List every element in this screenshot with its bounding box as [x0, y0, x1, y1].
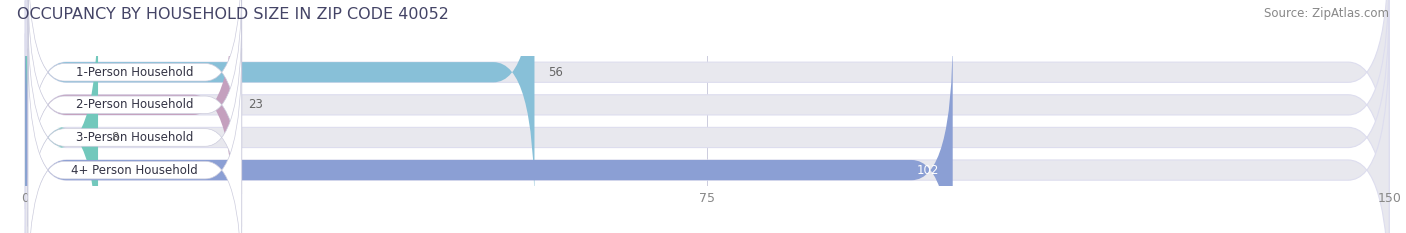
Text: 4+ Person Household: 4+ Person Household — [72, 164, 198, 177]
Text: 1-Person Household: 1-Person Household — [76, 66, 194, 79]
FancyBboxPatch shape — [25, 33, 1389, 233]
Text: OCCUPANCY BY HOUSEHOLD SIZE IN ZIP CODE 40052: OCCUPANCY BY HOUSEHOLD SIZE IN ZIP CODE … — [17, 7, 449, 22]
FancyBboxPatch shape — [25, 0, 1389, 209]
FancyBboxPatch shape — [25, 1, 98, 233]
FancyBboxPatch shape — [25, 0, 1389, 233]
Text: 8: 8 — [111, 131, 120, 144]
FancyBboxPatch shape — [25, 0, 534, 209]
FancyBboxPatch shape — [28, 0, 242, 194]
Text: 3-Person Household: 3-Person Household — [76, 131, 194, 144]
Text: Source: ZipAtlas.com: Source: ZipAtlas.com — [1264, 7, 1389, 20]
FancyBboxPatch shape — [25, 1, 1389, 233]
FancyBboxPatch shape — [28, 16, 242, 233]
Text: 102: 102 — [917, 164, 939, 177]
Text: 23: 23 — [247, 98, 263, 111]
Text: 56: 56 — [548, 66, 562, 79]
Text: 2-Person Household: 2-Person Household — [76, 98, 194, 111]
FancyBboxPatch shape — [28, 0, 242, 226]
FancyBboxPatch shape — [28, 48, 242, 233]
FancyBboxPatch shape — [25, 33, 953, 233]
FancyBboxPatch shape — [25, 0, 235, 233]
